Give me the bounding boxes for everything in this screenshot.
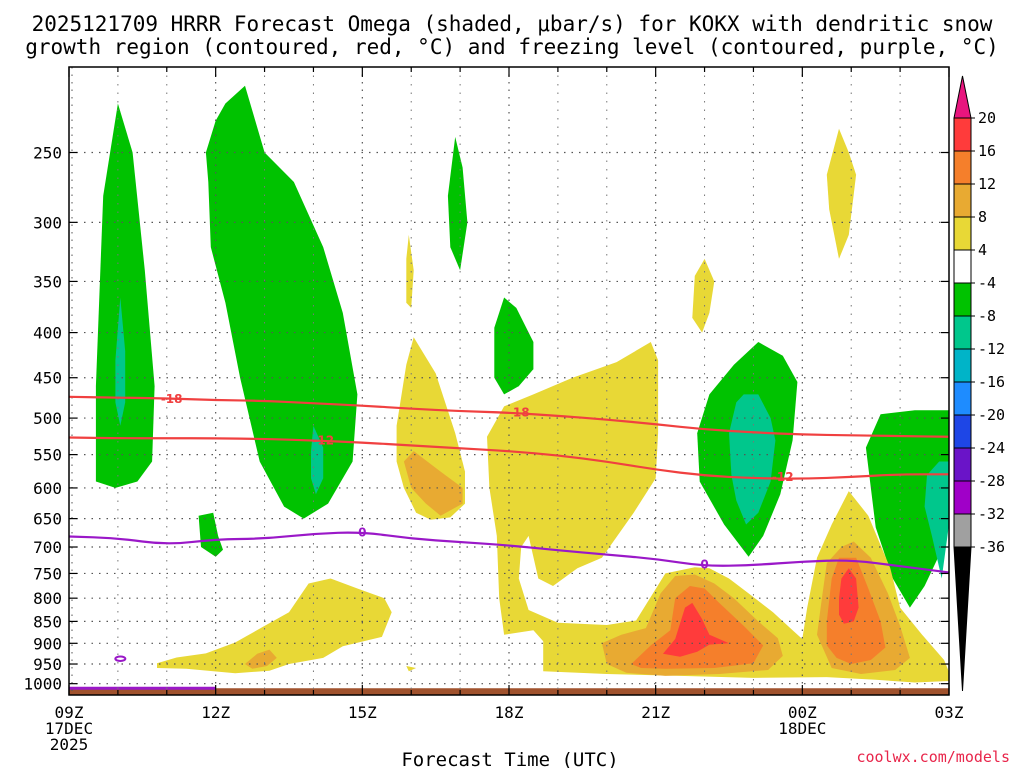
contour-label--12-1: -12: [772, 470, 794, 484]
y-tick-label-550: 550: [33, 446, 62, 465]
omega-region--8to-4-1: [205, 85, 358, 519]
y-tick-label-350: 350: [33, 272, 62, 291]
colorbar-segment-5: [953, 249, 972, 284]
omega-region-8to12-1: [403, 451, 463, 516]
contour-lines: -18 -18 -12 -12 0 0: [69, 392, 949, 574]
colorbar-segment-2: [953, 150, 972, 185]
chart-title-line2: growth region (contoured, red, °C) and f…: [25, 35, 999, 59]
colorbar-label--32: -32: [978, 505, 1005, 523]
colorbar-bottom-arrow: [953, 546, 972, 692]
omega-region-4to8-6: [826, 128, 857, 259]
freezing-level-ring: [114, 655, 127, 662]
y-tick-label-600: 600: [33, 479, 62, 498]
colorbar-segment-3: [953, 183, 972, 218]
colorbar-segment-12: [953, 480, 972, 515]
y-tick-label-450: 450: [33, 369, 62, 388]
y-axis-ticks: 250 300 350 400 450 500 550 600 650 700 750 800 850 9…: [23, 143, 949, 694]
contour-line--12: [69, 436, 949, 480]
colorbar-label-4: 4: [978, 241, 987, 259]
x-tick-label-18Z-0: 18Z: [495, 703, 524, 722]
x-tick-label-09Z-1: 17DEC: [45, 719, 93, 738]
contour-label-0-0: 0: [358, 526, 366, 540]
omega-region-4to8-3: [406, 666, 417, 672]
x-tick-label-03Z-0: 03Z: [935, 703, 964, 722]
colorbar: 20 16 12 8 4 -4 -8 -12 -16 -20 -24 -28 -32 -36: [953, 75, 1005, 692]
colorbar-segment-1: [953, 117, 972, 152]
y-tick-label-300: 300: [33, 213, 62, 232]
x-axis-label: Forecast Time (UTC): [401, 749, 618, 768]
omega-region-16to20-0: [663, 602, 729, 657]
omega-region--8to-4-2: [447, 136, 468, 271]
colorbar-segment-13: [953, 513, 972, 548]
y-tick-label-850: 850: [33, 612, 62, 631]
colorbar-top-arrow: [953, 75, 972, 119]
omega-region-4to8-2: [406, 234, 414, 308]
colorbar-label--8: -8: [978, 307, 996, 325]
omega-region--8to-4-6: [865, 410, 949, 608]
omega-region-4to8-5: [692, 258, 715, 333]
colorbar-label--4: -4: [978, 274, 996, 292]
colorbar-label--36: -36: [978, 538, 1005, 556]
omega-region--12to-8-3: [924, 461, 949, 579]
omega-region-16to20-1: [839, 568, 859, 624]
omega-region--8to-4-3: [494, 297, 534, 395]
x-tick-label-00Z-1: 18DEC: [778, 719, 826, 738]
x-tick-label-21Z-0: 21Z: [641, 703, 670, 722]
contour-line--18: [69, 395, 949, 438]
colorbar-segment-6: [953, 282, 972, 317]
contour-label--12-0: -12: [312, 433, 334, 447]
y-tick-label-250: 250: [33, 143, 62, 162]
contour-line-0: [69, 531, 949, 574]
omega-region--12to-8-2: [729, 394, 776, 525]
y-tick-label-400: 400: [33, 324, 62, 343]
y-tick-label-500: 500: [33, 409, 62, 428]
y-tick-label-800: 800: [33, 589, 62, 608]
colorbar-segment-11: [953, 447, 972, 482]
x-tick-label-12Z-0: 12Z: [201, 703, 230, 722]
colorbar-label--16: -16: [978, 373, 1005, 391]
colorbar-label-12: 12: [978, 175, 996, 193]
omega-region-8to12-0: [245, 649, 277, 669]
colorbar-label--20: -20: [978, 406, 1005, 424]
omega-region--8to-4-0: [95, 103, 155, 488]
colorbar-segment-4: [953, 216, 972, 251]
colorbar-segment-7: [953, 315, 972, 350]
credit-text: coolwx.com/models: [856, 748, 1010, 766]
colorbar-label-16: 16: [978, 142, 996, 160]
omega-region-4to8-0: [157, 578, 392, 674]
colorbar-label--12: -12: [978, 340, 1005, 358]
x-tick-label-09Z-2: 2025: [50, 735, 89, 754]
x-tick-label-15Z-0: 15Z: [348, 703, 377, 722]
colorbar-label--24: -24: [978, 439, 1005, 457]
colorbar-label-8: 8: [978, 208, 987, 226]
colorbar-segment-9: [953, 381, 972, 416]
y-tick-label-650: 650: [33, 510, 62, 529]
y-tick-label-750: 750: [33, 564, 62, 583]
y-tick-label-700: 700: [33, 538, 62, 557]
chart-title-line1: 2025121709 HRRR Forecast Omega (shaded, …: [32, 12, 993, 36]
omega-region--8to-4-4: [198, 512, 223, 557]
colorbar-label-20: 20: [978, 109, 996, 127]
colorbar-segment-8: [953, 348, 972, 383]
omega-shading: [95, 85, 949, 683]
x-tick-label-09Z-0: 09Z: [55, 703, 84, 722]
omega-region--12to-8-1: [311, 425, 324, 495]
colorbar-segment-10: [953, 414, 972, 449]
y-tick-label-950: 950: [33, 655, 62, 674]
contour-label-0-1: 0: [700, 558, 708, 572]
x-tick-label-00Z-0: 00Z: [788, 703, 817, 722]
y-tick-label-1000: 1000: [23, 675, 62, 694]
contour-label--18-0: -18: [161, 392, 183, 406]
colorbar-label--28: -28: [978, 472, 1005, 490]
contour-label--18-1: -18: [508, 406, 530, 420]
y-tick-label-900: 900: [33, 634, 62, 653]
omega-region--12to-8-0: [115, 297, 126, 426]
